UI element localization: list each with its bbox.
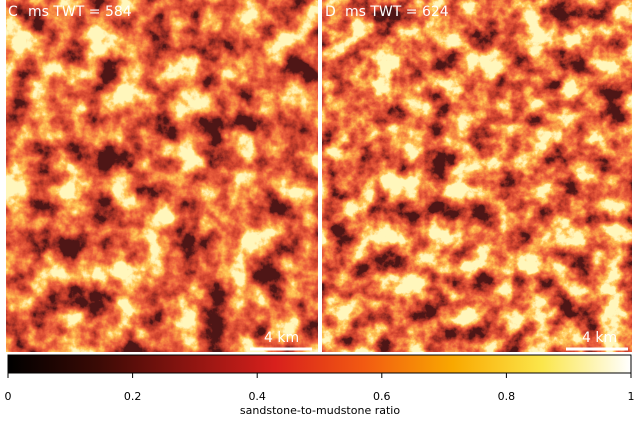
panel-label: ms TWT = 584	[28, 4, 132, 20]
colorbar	[7, 354, 632, 374]
panel-letter: C	[8, 4, 18, 20]
colorbar-tick-label: 0.2	[124, 390, 142, 403]
scale-bar-label: 4 km	[582, 330, 617, 346]
panel-letter: D	[325, 4, 336, 20]
seismic-panel	[6, 0, 318, 352]
colorbar-label: sandstone-to-mudstone ratio	[240, 404, 400, 417]
colorbar-tick-label: 0.6	[373, 390, 391, 403]
colorbar-tick-label: 0.8	[498, 390, 516, 403]
scale-bar-label: 4 km	[264, 330, 299, 346]
colorbar-tick-label: 1	[628, 390, 635, 403]
panel-label: ms TWT = 624	[345, 4, 449, 20]
colorbar-tick-label: 0.4	[248, 390, 266, 403]
seismic-panel	[322, 0, 632, 352]
colorbar-tick-label: 0	[5, 390, 12, 403]
